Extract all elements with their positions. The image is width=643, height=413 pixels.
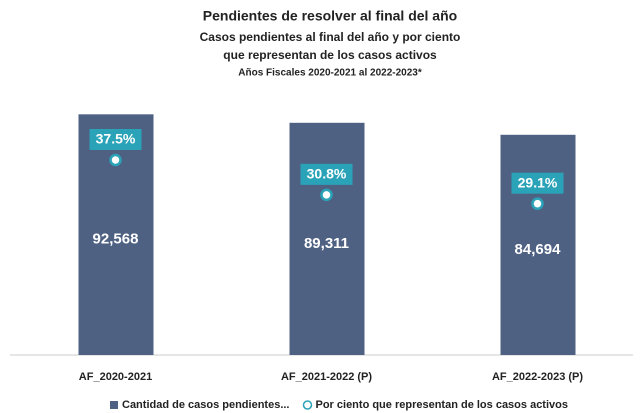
- bar-value-label: 84,694: [515, 241, 562, 258]
- x-tick-label: AF_2020-2021: [79, 371, 152, 383]
- legend-label: Cantidad de casos pendientes...: [122, 399, 290, 411]
- marker-value-label: 29.1%: [518, 174, 558, 190]
- bar-value-label: 92,568: [93, 231, 139, 248]
- marker-value-label: 30.8%: [307, 166, 347, 182]
- chart-note: Años Fiscales 2020-2021 al 2022-2023*: [238, 68, 422, 79]
- bar-value-label: 89,311: [304, 235, 349, 252]
- chart-subtitle: que representan de los casos activos: [223, 48, 437, 62]
- marker: [320, 188, 333, 202]
- chart-subtitle: Casos pendientes al final del año y por …: [200, 30, 461, 44]
- legend-swatch: [302, 400, 313, 410]
- x-tick-label: AF_2021-2022 (P): [281, 371, 372, 383]
- bar: [500, 134, 576, 355]
- value-label-box: [89, 129, 142, 150]
- bar: [289, 122, 365, 355]
- chart-title: Pendientes de resolver al final del año: [203, 8, 457, 24]
- value-label-box: [300, 163, 353, 185]
- value-label-box: [511, 172, 564, 194]
- legend-label: Por ciento que representan de los casos …: [316, 399, 568, 411]
- marker: [531, 197, 544, 210]
- marker-value-label: 37.5%: [96, 131, 136, 147]
- marker: [109, 153, 122, 167]
- x-tick-label: AF_2022-2023 (P): [492, 371, 583, 383]
- legend-swatch: [110, 401, 118, 409]
